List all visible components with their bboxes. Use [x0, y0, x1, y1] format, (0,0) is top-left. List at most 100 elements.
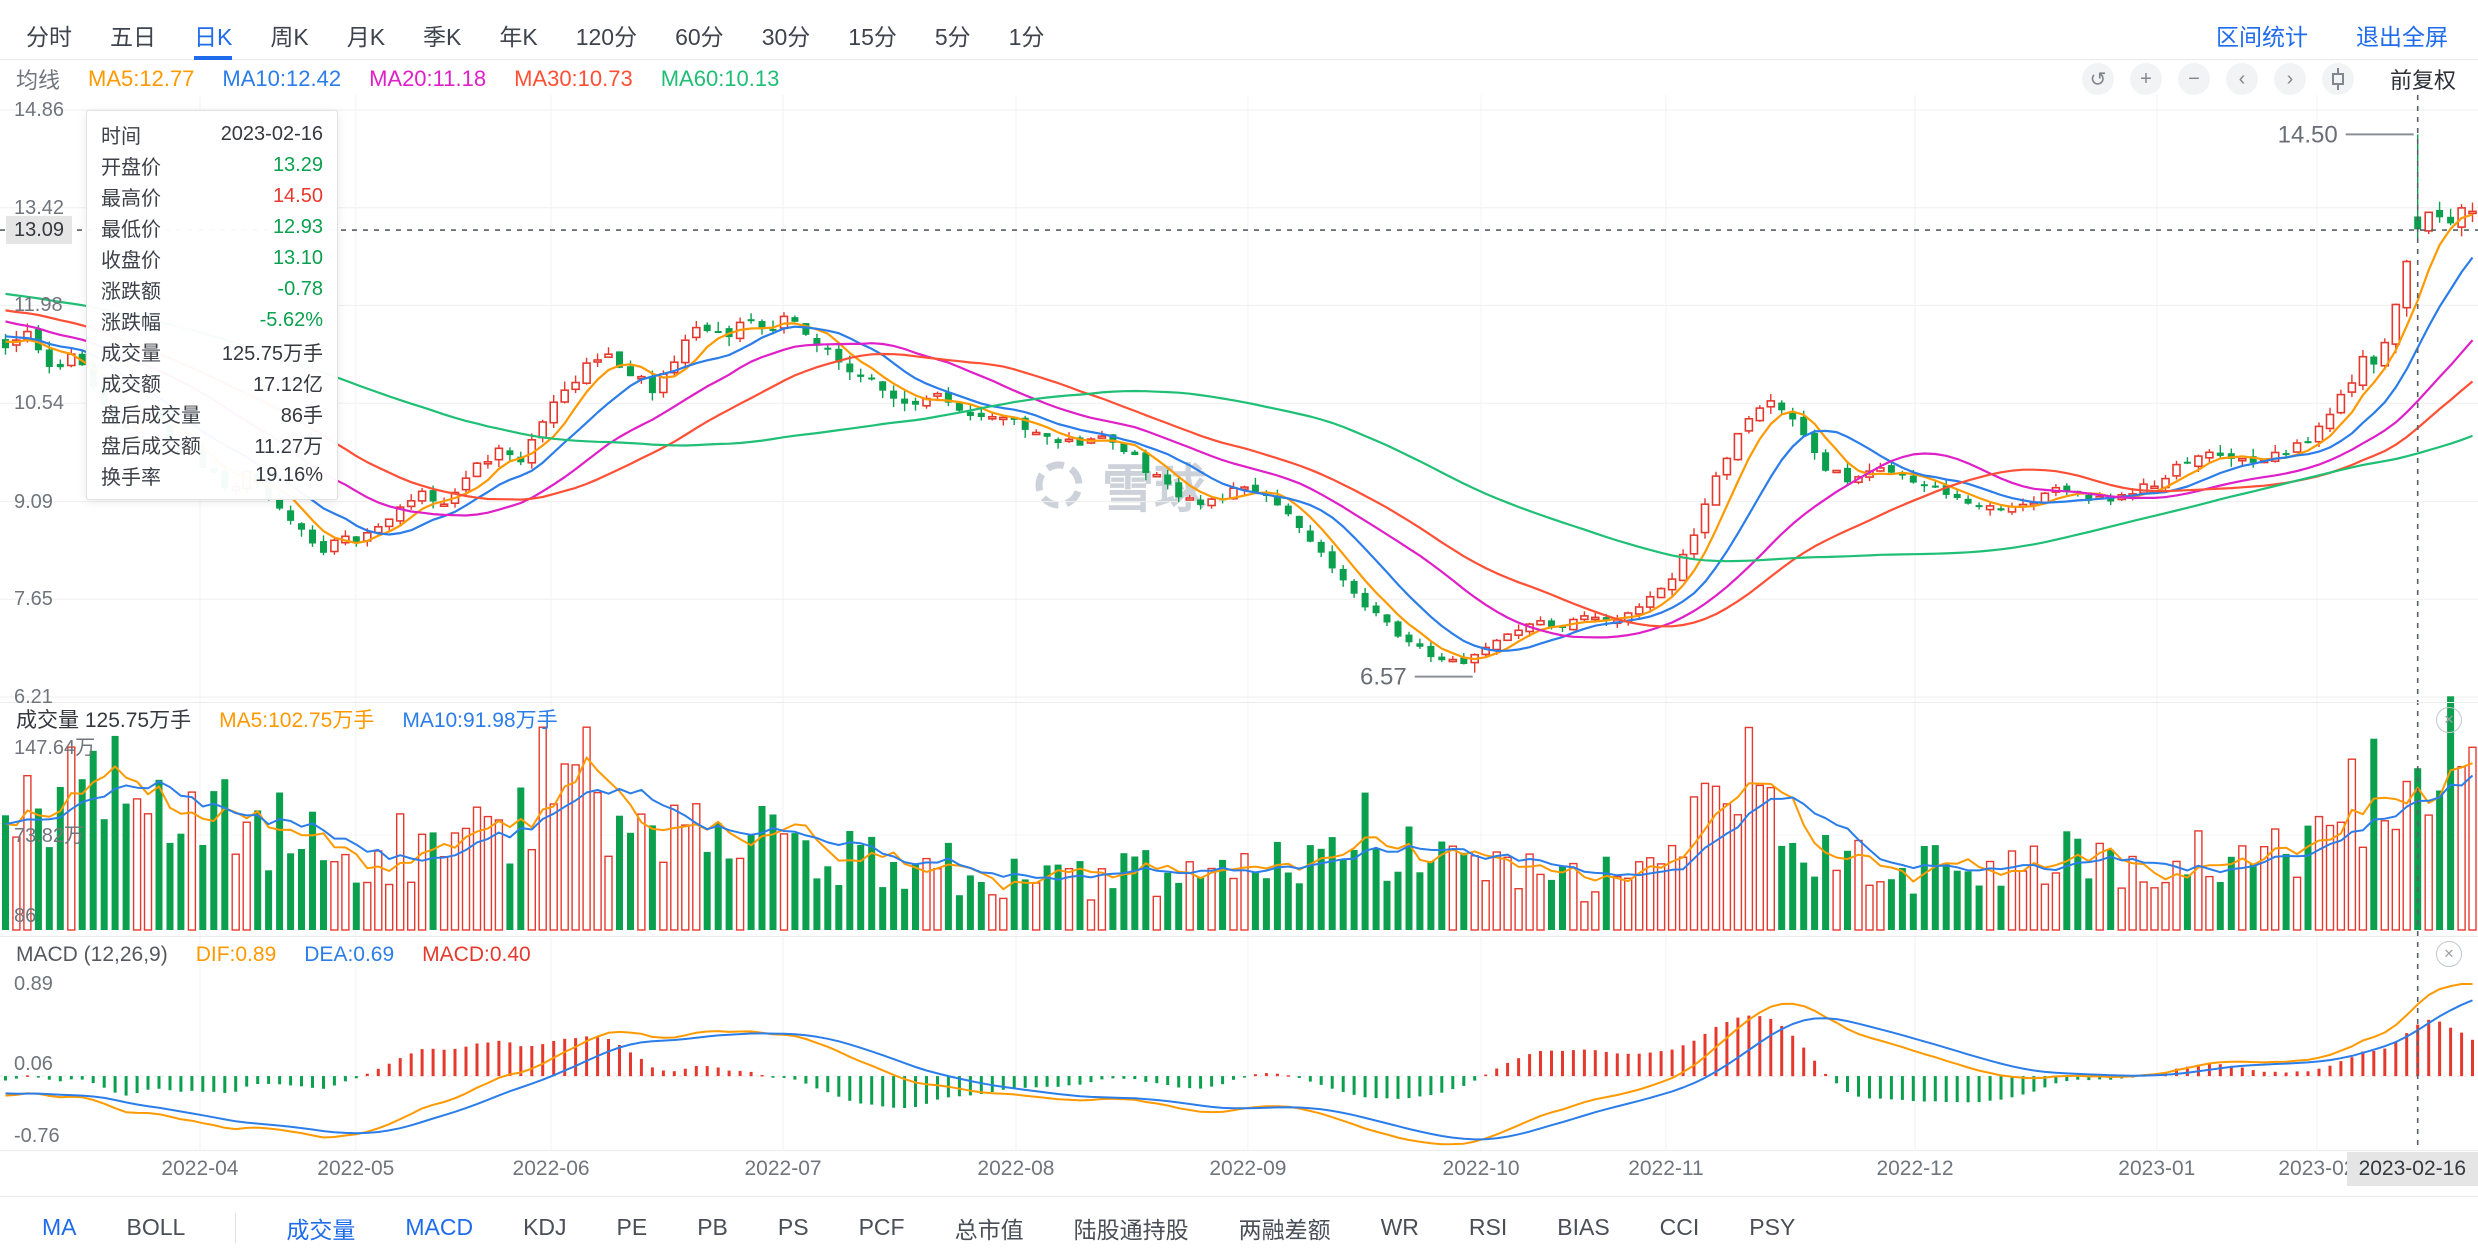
indicator-tab-PS[interactable]: PS	[777, 1214, 809, 1240]
pan-right-icon[interactable]: ›	[2273, 63, 2306, 95]
toolbar-link-退出全屏[interactable]: 退出全屏	[2356, 23, 2448, 50]
tooltip-value: 13.29	[272, 154, 323, 176]
watermark: 雪球	[1032, 447, 1206, 522]
period-tab-季K[interactable]: 季K	[423, 23, 462, 50]
period-tab-1分[interactable]: 1分	[1008, 23, 1045, 50]
date-label-2022-06: 2022-06	[512, 1157, 590, 1180]
period-tab-5分[interactable]: 5分	[934, 23, 971, 50]
date-axis: 2022-04 2022-05 2022-06 2022-07 2022-08 2022-…	[0, 1152, 2478, 1186]
period-tab-月K[interactable]: 月K	[346, 23, 386, 50]
low-annotation: 6.57	[1360, 664, 1407, 691]
date-label-2022-09: 2022-09	[1209, 1157, 1287, 1180]
indicator-tab-BIAS[interactable]: BIAS	[1557, 1214, 1610, 1240]
pane-separator	[0, 1150, 2478, 1151]
tooltip-value: 2023-02-16	[220, 123, 323, 145]
indicator-tab-KDJ[interactable]: KDJ	[523, 1214, 567, 1240]
indicator-tab-PCF[interactable]: PCF	[858, 1214, 905, 1240]
adjust-mode-button[interactable]: 前复权	[2389, 68, 2456, 93]
price-axis-9.09: 9.09	[14, 490, 53, 513]
pan-left-icon[interactable]: ‹	[2225, 63, 2258, 95]
volume-axis-mid: 73.82万	[14, 825, 85, 847]
period-tab-五日[interactable]: 五日	[110, 23, 156, 50]
period-tab-120分[interactable]: 120分	[575, 23, 638, 50]
macd-pane-close-icon[interactable]: ✕	[2436, 941, 2462, 967]
indicator-tab-PB[interactable]: PB	[697, 1214, 728, 1240]
price-axis-10.54: 10.54	[14, 392, 65, 415]
period-tab-60分[interactable]: 60分	[675, 23, 724, 50]
price-axis-11.98: 11.98	[14, 294, 63, 317]
ma-legend-ma10: MA10:12.42	[222, 66, 342, 91]
zoom-in-icon[interactable]: +	[2129, 63, 2162, 95]
macd-axis-top: 0.89	[14, 973, 53, 995]
indicator-tab-BOLL[interactable]: BOLL	[126, 1214, 186, 1240]
macd-dif-label: DIF:0.89	[195, 943, 277, 966]
tooltip-value: 17.12亿	[252, 374, 323, 396]
tooltip-row-成交量: 成交量 125.75万手	[101, 336, 323, 367]
tooltip-value: -0.78	[277, 278, 323, 300]
candle-style-icon[interactable]	[2321, 63, 2354, 95]
tooltip-value: 86手	[280, 405, 323, 427]
volume-pane-header: 成交量 125.75万手 MA5:102.75万手 MA10:91.98万手	[16, 702, 558, 736]
date-label-2022-07: 2022-07	[744, 1157, 822, 1180]
volume-pane-close-icon[interactable]: ✕	[2436, 707, 2462, 733]
tab-group-divider	[235, 1212, 237, 1243]
crosshair-price-chip: 13.09	[6, 216, 73, 245]
period-tab-15分[interactable]: 15分	[848, 23, 897, 50]
indicator-tab-总市值[interactable]: 总市值	[954, 1216, 1024, 1243]
tooltip-row-最低价: 最低价 12.93	[101, 212, 323, 243]
reset-icon[interactable]: ↺	[2081, 63, 2114, 95]
date-label-2022-10: 2022-10	[1442, 1157, 1520, 1180]
price-axis-13.42: 13.42	[14, 196, 65, 219]
indicator-tab-成交量[interactable]: 成交量	[286, 1216, 356, 1243]
toolbar-links: 区间统计 退出全屏	[2216, 18, 2448, 52]
tooltip-label: 最高价	[101, 188, 161, 210]
macd-axis-mid: 0.06	[14, 1053, 53, 1075]
date-label-2023-02: 2023-02	[2278, 1157, 2356, 1180]
volume-axis-top: 147.64万	[14, 737, 96, 759]
tooltip-label: 成交量	[101, 343, 161, 365]
price-axis-14.86: 14.86	[14, 99, 65, 121]
pane-separator	[0, 936, 2478, 937]
indicator-tab-WR[interactable]: WR	[1380, 1214, 1419, 1240]
tooltip-label: 时间	[101, 126, 141, 148]
price-volume-macd-plot[interactable]: 14.50 6.57	[0, 95, 2478, 1195]
indicator-tab-PE[interactable]: PE	[616, 1214, 648, 1240]
ma-legend-ma20: MA20:11.18	[369, 66, 487, 91]
period-tab-分时[interactable]: 分时	[26, 23, 72, 50]
tooltip-label: 成交额	[101, 374, 161, 396]
tooltip-label: 盘后成交额	[101, 436, 201, 458]
indicator-tab-陆股通持股[interactable]: 陆股通持股	[1073, 1216, 1189, 1243]
indicator-tab-PSY[interactable]: PSY	[1749, 1214, 1796, 1240]
ma-legend-row: 均线 MA5:12.77 MA10:12.42 MA20:11.18 MA30:10.…	[0, 62, 2478, 96]
macd-value-label: MACD:0.40	[422, 943, 531, 966]
ma-legend-ma60: MA60:10.13	[660, 66, 780, 91]
date-label-2022-05: 2022-05	[317, 1157, 395, 1180]
tooltip-value: 19.16%	[255, 464, 323, 486]
period-tab-30分[interactable]: 30分	[761, 23, 811, 50]
zoom-out-icon[interactable]: −	[2177, 63, 2210, 95]
tooltip-row-涨跌额: 涨跌额 -0.78	[101, 274, 323, 305]
indicator-tab-CCI[interactable]: CCI	[1659, 1214, 1700, 1240]
ma-legend-ma30: MA30:10.73	[514, 66, 633, 91]
watermark-text: 雪球	[1102, 461, 1207, 519]
indicator-tab-MA[interactable]: MA	[42, 1214, 77, 1240]
tooltip-label: 涨跌额	[101, 281, 161, 303]
tooltip-label: 开盘价	[101, 157, 161, 179]
xueqiu-logo-icon	[1035, 461, 1083, 508]
macd-dea-label: DEA:0.69	[304, 943, 395, 966]
indicator-tab-RSI[interactable]: RSI	[1468, 1214, 1508, 1240]
period-tab-日K[interactable]: 日K	[194, 10, 233, 60]
chart-region[interactable]: 雪球 14.50 6.57 14.86 13.42 11.98 10.54 9.09 7.6…	[0, 95, 2478, 1195]
high-annotation: 14.50	[2278, 121, 2338, 148]
tooltip-value: 13.10	[272, 247, 323, 269]
indicator-tab-两融差额[interactable]: 两融差额	[1238, 1216, 1331, 1243]
period-tab-年K[interactable]: 年K	[499, 23, 538, 50]
period-tab-周K[interactable]: 周K	[270, 23, 309, 50]
date-label-2022-12: 2022-12	[1876, 1157, 1954, 1180]
indicator-tab-bar: MA BOLL 成交量 MACD KDJ PE PB PS PCF 总市值 陆股通持股 两融差额 WR R…	[0, 1196, 2478, 1258]
tooltip-label: 收盘价	[101, 250, 161, 272]
tooltip-row-盘后成交额: 盘后成交额 11.27万	[101, 429, 323, 460]
pane-separator	[0, 702, 2478, 703]
indicator-tab-MACD[interactable]: MACD	[405, 1214, 474, 1240]
toolbar-link-区间统计[interactable]: 区间统计	[2216, 23, 2308, 50]
